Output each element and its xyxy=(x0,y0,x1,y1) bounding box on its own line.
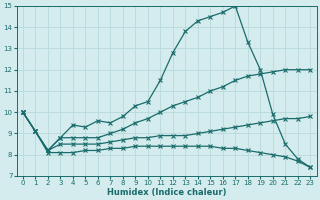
X-axis label: Humidex (Indice chaleur): Humidex (Indice chaleur) xyxy=(107,188,226,197)
